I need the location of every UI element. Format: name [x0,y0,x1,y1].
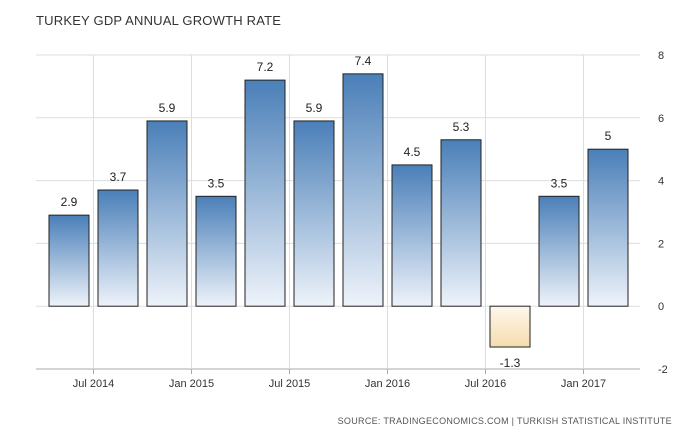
bar [97,189,139,307]
bar [538,195,580,307]
bar [342,73,384,307]
bar-value-label: 2.9 [61,195,78,209]
bar [293,120,335,307]
y-tick-label: 8 [658,50,664,62]
x-tick-label: Jan 2016 [365,378,410,390]
bar-value-label: 5.9 [159,101,176,115]
y-tick-label: 2 [658,238,664,250]
y-tick-label: 0 [658,301,664,313]
bar [146,120,188,307]
bar-value-label: 5 [605,129,612,143]
bar-value-label: 4.5 [404,145,421,159]
y-axis: -2 0 2 4 6 8 [658,50,668,376]
bar-value-label: 3.5 [208,176,225,190]
y-tick-label: 6 [658,113,664,125]
bar-value-label: -1.3 [500,356,521,370]
y-tick-label: 4 [658,176,664,188]
bar [195,195,237,307]
x-axis: Jul 2014 Jan 2015 Jul 2015 Jan 2016 Jul 2016… [73,369,606,390]
x-tick-label: Jan 2017 [561,378,606,390]
bar [489,305,531,348]
bar [48,214,90,307]
x-tick-label: Jul 2016 [465,378,507,390]
bar-value-label: 5.3 [453,120,470,134]
bar [440,139,482,307]
bars [48,73,629,348]
bar-value-label: 7.2 [257,60,274,74]
source-attribution: SOURCE: TRADINGECONOMICS.COM | TURKISH S… [337,416,672,426]
bar-value-label: 3.7 [110,170,127,184]
bar [587,148,629,307]
x-tick-label: Jul 2014 [73,378,115,390]
x-tick-label: Jan 2015 [169,378,214,390]
chart-title: TURKEY GDP ANNUAL GROWTH RATE [36,13,282,28]
bar-value-label: 5.9 [306,101,323,115]
x-tick-label: Jul 2015 [269,378,311,390]
bar-value-label: 3.5 [551,176,568,190]
data-labels: 2.9 3.7 5.9 3.5 7.2 5.9 7.4 4.5 5.3 -1.3 3.5 5 [61,54,612,370]
bar [244,79,286,307]
bar [391,164,433,307]
y-tick-label: -2 [658,364,668,376]
bar-value-label: 7.4 [355,54,372,68]
